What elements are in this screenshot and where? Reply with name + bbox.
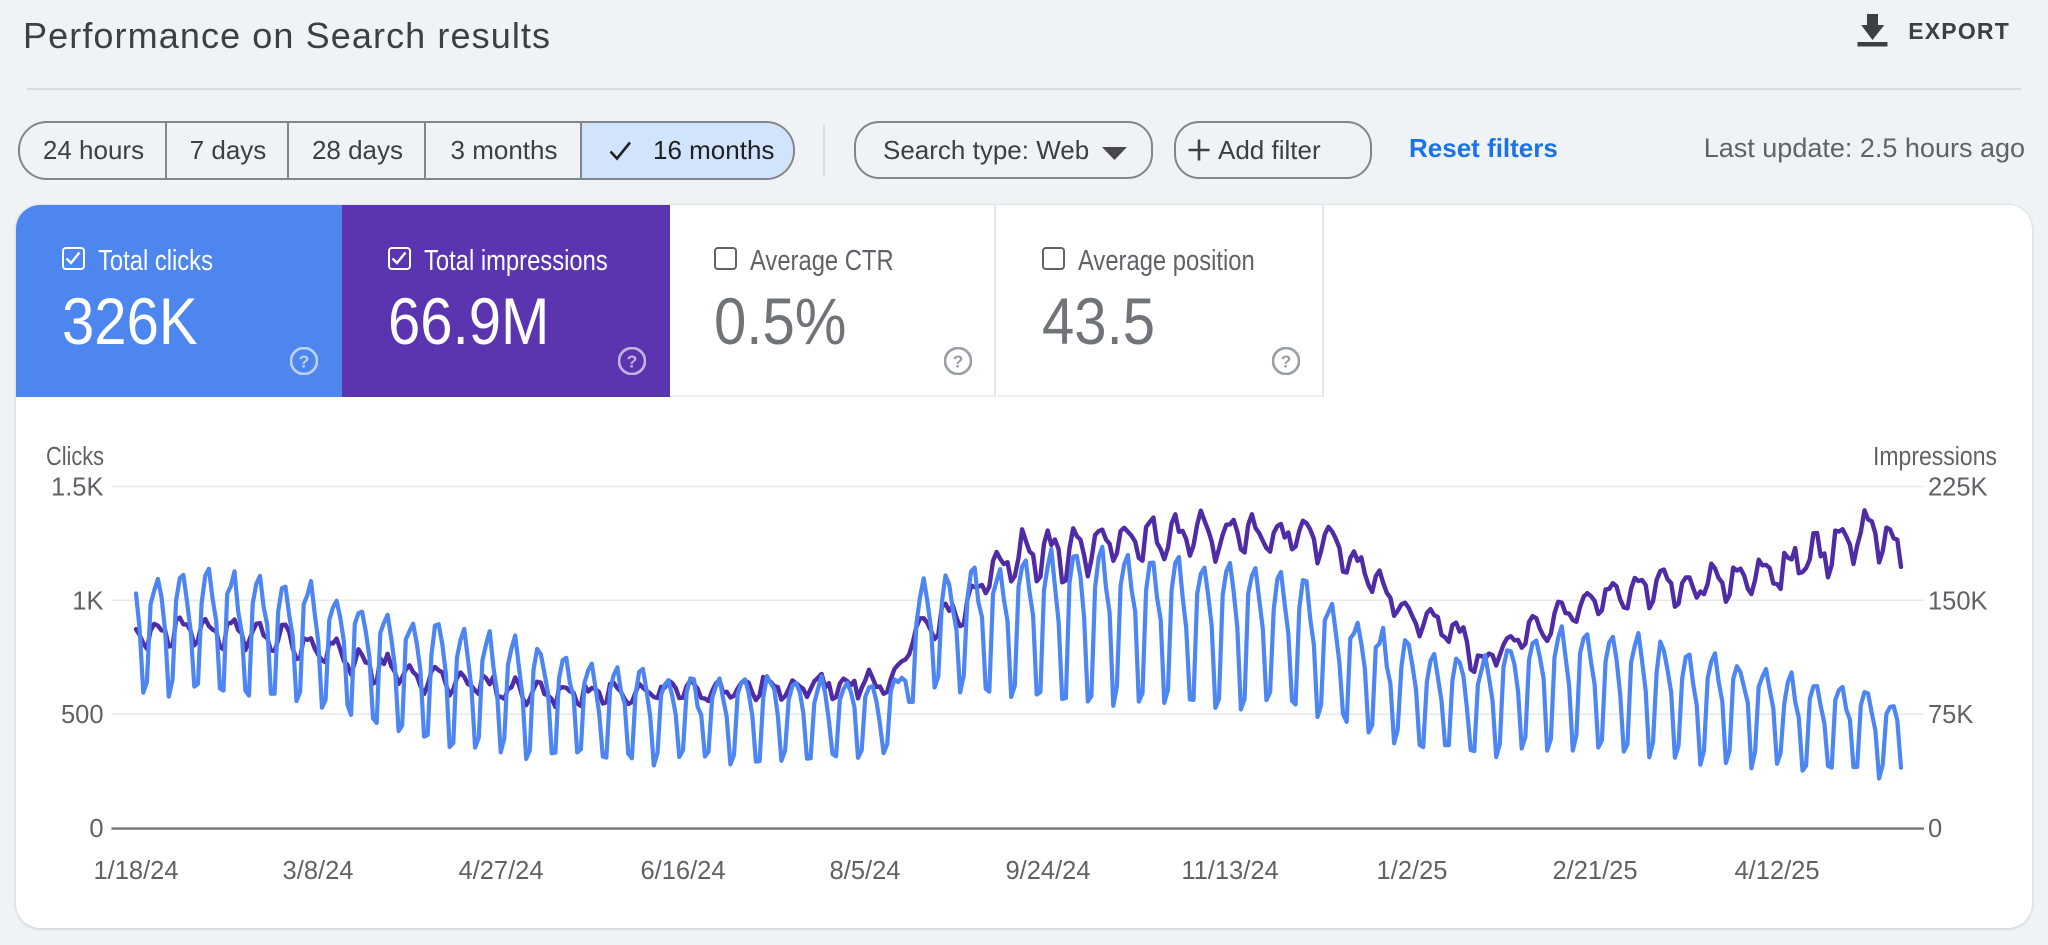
- svg-text:500: 500: [61, 701, 104, 729]
- svg-text:Clicks: Clicks: [46, 443, 104, 471]
- svg-text:1/18/24: 1/18/24: [93, 857, 178, 885]
- svg-text:4/27/24: 4/27/24: [458, 857, 543, 885]
- svg-text:1/2/25: 1/2/25: [1377, 857, 1448, 885]
- svg-text:225K: 225K: [1928, 474, 1988, 502]
- svg-text:150K: 150K: [1928, 587, 1988, 615]
- svg-text:9/24/24: 9/24/24: [1005, 857, 1090, 885]
- svg-text:3/8/24: 3/8/24: [283, 857, 354, 885]
- svg-text:4/12/25: 4/12/25: [1734, 857, 1819, 885]
- svg-text:1K: 1K: [72, 587, 103, 615]
- svg-text:75K: 75K: [1928, 701, 1973, 729]
- svg-text:?: ?: [299, 352, 310, 372]
- svg-text:0: 0: [1928, 815, 1942, 843]
- svg-text:Impressions: Impressions: [1873, 443, 1997, 471]
- svg-text:?: ?: [627, 352, 638, 372]
- svg-text:?: ?: [953, 352, 964, 372]
- svg-text:2/21/25: 2/21/25: [1552, 857, 1637, 885]
- svg-text:?: ?: [1281, 352, 1292, 372]
- svg-text:1.5K: 1.5K: [51, 474, 103, 502]
- svg-text:6/16/24: 6/16/24: [640, 857, 725, 885]
- svg-text:11/13/24: 11/13/24: [1181, 857, 1278, 885]
- svg-text:0: 0: [89, 815, 103, 843]
- svg-text:8/5/24: 8/5/24: [830, 857, 901, 885]
